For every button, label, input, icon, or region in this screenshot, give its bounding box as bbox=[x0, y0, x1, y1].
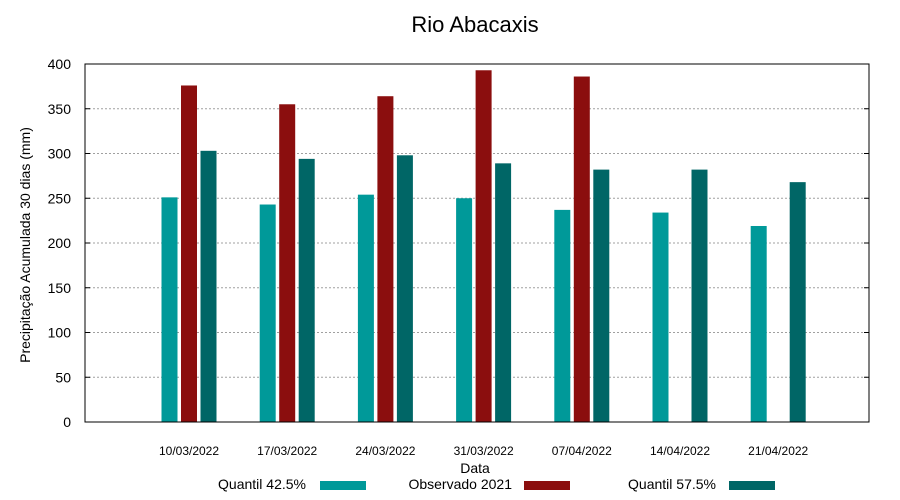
bar bbox=[495, 163, 512, 422]
legend-label: Observado 2021 bbox=[408, 476, 512, 492]
y-tick-label: 200 bbox=[48, 235, 72, 251]
y-axis-label: Precipitação Acumulada 30 dias (mm) bbox=[17, 127, 33, 363]
x-tick-label: 24/03/2022 bbox=[355, 444, 415, 458]
legend-swatch bbox=[320, 481, 366, 490]
x-tick-label: 10/03/2022 bbox=[159, 444, 219, 458]
chart-title: Rio Abacaxis bbox=[411, 12, 538, 37]
x-tick-label: 21/04/2022 bbox=[748, 444, 808, 458]
x-tick-label: 17/03/2022 bbox=[257, 444, 317, 458]
bar bbox=[357, 194, 374, 422]
bar bbox=[573, 76, 590, 422]
bar bbox=[593, 169, 610, 422]
y-tick-label: 50 bbox=[55, 369, 71, 385]
y-axis-ticks: 0 50 100 150 200 250 300 350 400 bbox=[48, 56, 869, 430]
bar bbox=[691, 169, 708, 422]
bar bbox=[475, 70, 492, 422]
bar bbox=[200, 150, 217, 422]
legend: Quantil 42.5% Observado 2021 Quantil 57.5% bbox=[218, 476, 775, 492]
bar bbox=[181, 85, 197, 422]
y-tick-label: 150 bbox=[48, 280, 72, 296]
bar bbox=[161, 197, 178, 422]
legend-swatch bbox=[729, 481, 775, 490]
bar bbox=[789, 182, 806, 422]
y-tick-label: 100 bbox=[48, 325, 72, 341]
bar bbox=[396, 155, 413, 423]
bar bbox=[456, 198, 473, 422]
y-tick-label: 300 bbox=[48, 146, 72, 162]
x-tick-label: 14/04/2022 bbox=[650, 444, 710, 458]
x-axis-ticks: 10/03/2022 17/03/2022 24/03/2022 31/03/2022… bbox=[159, 444, 809, 458]
bar bbox=[652, 212, 669, 422]
legend-label: Quantil 57.5% bbox=[628, 476, 716, 492]
x-tick-label: 31/03/2022 bbox=[454, 444, 514, 458]
legend-label: Quantil 42.5% bbox=[218, 476, 306, 492]
y-tick-label: 400 bbox=[48, 56, 72, 72]
y-tick-label: 0 bbox=[63, 414, 71, 430]
bar bbox=[750, 225, 767, 422]
x-axis-label: Data bbox=[460, 460, 490, 476]
bar bbox=[554, 209, 571, 422]
bar bbox=[259, 204, 276, 422]
bar bbox=[377, 96, 394, 422]
bar bbox=[279, 104, 296, 423]
bar bbox=[298, 158, 315, 422]
legend-swatch bbox=[524, 481, 570, 490]
y-tick-label: 250 bbox=[48, 190, 72, 206]
bars bbox=[161, 70, 806, 423]
x-tick-label: 07/04/2022 bbox=[552, 444, 612, 458]
y-tick-label: 350 bbox=[48, 101, 72, 117]
